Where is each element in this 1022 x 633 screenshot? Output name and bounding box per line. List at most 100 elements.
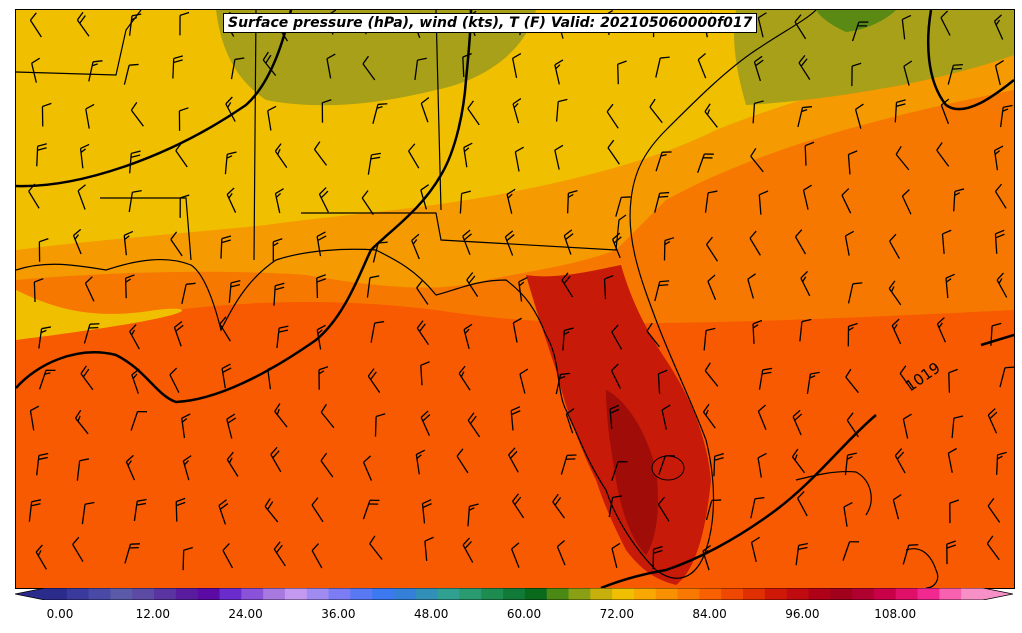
colorbar-segment	[284, 588, 308, 600]
colorbar-segment	[895, 588, 919, 600]
wind-barb	[895, 145, 910, 171]
lake-okeechobee	[651, 455, 685, 481]
wind-barb	[894, 448, 906, 474]
coastlines	[16, 10, 939, 588]
wind-barb	[994, 229, 1005, 254]
wind-barb	[220, 235, 232, 259]
wind-barb	[791, 448, 806, 474]
colorbar-tick-label: 36.00	[321, 607, 356, 621]
wind-barb	[799, 318, 812, 342]
wind-barb	[366, 275, 380, 298]
wind-barb	[704, 362, 719, 387]
wind-barb	[657, 496, 670, 522]
wind-barb	[947, 447, 957, 473]
weather-map: 1019	[16, 10, 1014, 588]
wind-barb	[987, 408, 998, 434]
wind-barb	[128, 13, 142, 36]
wind-barb	[607, 139, 620, 165]
wind-barb	[606, 103, 619, 129]
wind-barb	[411, 233, 420, 260]
wind-barb	[901, 14, 912, 40]
colorbar-segment	[372, 588, 395, 600]
wind-barb	[757, 12, 767, 38]
wind-barb	[752, 100, 764, 124]
wind-barb	[175, 497, 186, 522]
wind-barb	[81, 501, 95, 525]
wind-barb	[462, 537, 474, 563]
wind-barb	[752, 319, 763, 344]
wind-barb	[311, 497, 324, 523]
wind-barb	[758, 190, 769, 215]
colorbar-segment	[764, 588, 788, 600]
wind-barb	[326, 53, 336, 79]
colorbar-segment	[394, 588, 417, 600]
wind-barb	[702, 403, 716, 429]
colorbar-segment	[328, 588, 351, 600]
wind-barb	[318, 366, 329, 390]
wind-barbs	[28, 10, 1014, 571]
wind-barb	[408, 143, 420, 169]
wind-barb	[221, 363, 232, 389]
wind-barb	[902, 544, 919, 565]
wind-barb	[372, 103, 388, 124]
wind-barb	[654, 191, 670, 213]
wind-barb	[267, 105, 277, 131]
wind-barb	[792, 409, 803, 436]
wind-barb	[462, 52, 472, 78]
wind-barb	[230, 57, 245, 80]
wind-barb	[797, 490, 808, 517]
wind-barb	[504, 230, 515, 256]
wind-barb	[703, 327, 716, 351]
wind-barb	[511, 542, 520, 568]
wind-barb	[372, 241, 388, 263]
wind-barb	[172, 55, 184, 79]
temperature-colorbar	[15, 588, 1013, 600]
wind-barb	[367, 368, 381, 394]
wind-barb	[512, 53, 522, 79]
wind-barb	[561, 272, 574, 298]
colorbar-tick-label: 48.00	[414, 607, 449, 621]
wind-barb	[421, 499, 432, 524]
florida-hottest	[606, 390, 658, 555]
wind-barb	[38, 237, 49, 262]
wind-barb	[415, 449, 426, 475]
colorbar-segment	[415, 588, 439, 600]
colorbar-segment	[961, 588, 984, 600]
map-panel: 1019	[15, 9, 1015, 589]
wind-barb	[940, 10, 951, 36]
wind-barb	[273, 541, 286, 567]
wind-barb	[798, 54, 811, 80]
colorbar-segment	[524, 588, 548, 600]
wind-barb	[612, 232, 622, 259]
wind-barb	[563, 229, 574, 255]
wind-barb	[362, 55, 376, 81]
wind-barb	[510, 406, 521, 431]
wind-barb	[316, 274, 327, 299]
wind-barb	[28, 183, 40, 209]
colorbar-extend-max	[983, 588, 1013, 600]
wind-barb	[892, 494, 902, 520]
wind-barb	[649, 98, 663, 124]
wind-barb	[661, 404, 671, 430]
wind-barb	[362, 455, 373, 481]
colorbar-segment	[677, 588, 700, 600]
colorbar-segment	[830, 588, 853, 600]
isobars	[16, 10, 1014, 588]
wind-barb	[130, 410, 147, 431]
wind-barb	[274, 403, 288, 428]
wind-barb	[313, 141, 328, 166]
wind-barb	[757, 404, 767, 430]
colorbar-segment	[590, 588, 613, 600]
wind-barb	[804, 141, 815, 166]
colorbar-segment	[241, 588, 264, 600]
colorbar-segment	[154, 588, 177, 600]
wind-barb	[951, 415, 964, 439]
wind-barb	[459, 190, 471, 214]
wind-barb	[889, 233, 900, 259]
colorbar-segment	[110, 588, 133, 600]
wind-barb	[702, 544, 712, 571]
wind-barb	[611, 324, 623, 350]
wind-barb	[846, 412, 859, 438]
wind-barb	[847, 150, 858, 175]
wind-barb	[311, 543, 323, 569]
